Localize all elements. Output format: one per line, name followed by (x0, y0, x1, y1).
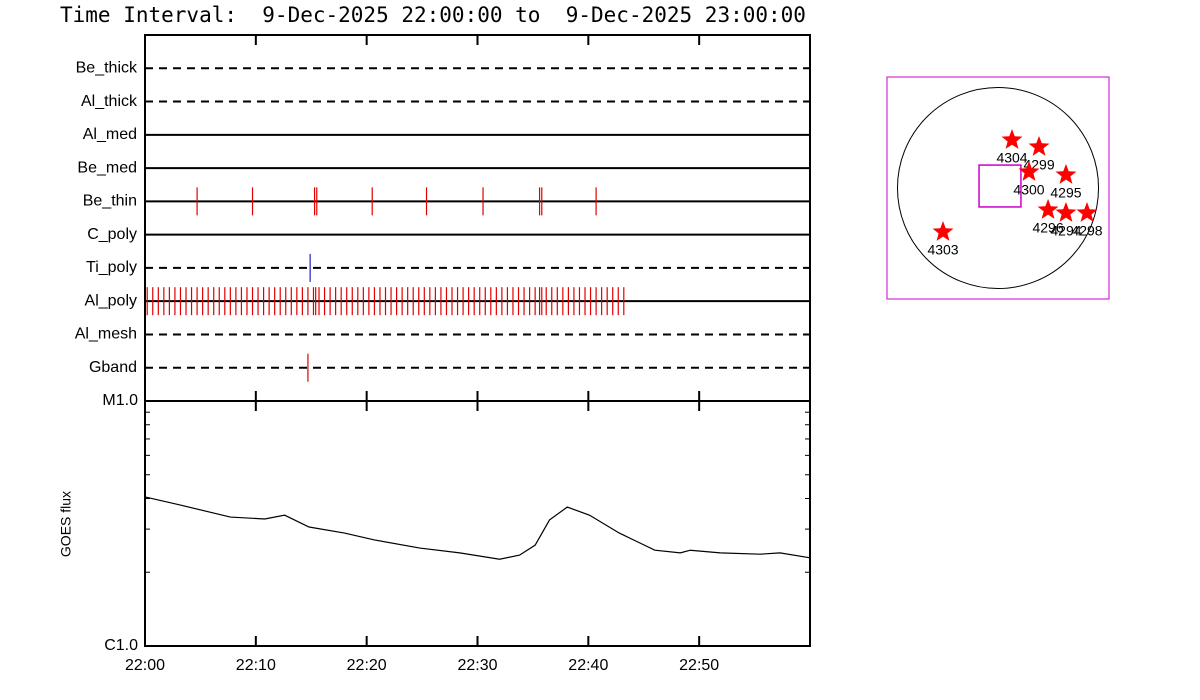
x-tick-label: 22:00 (125, 657, 165, 674)
region-label: 4298 (1071, 223, 1102, 239)
region-label: 4303 (927, 242, 958, 258)
row-label: Al_med (83, 126, 137, 143)
row-label: Be_thick (76, 59, 138, 76)
region-marker (1028, 136, 1050, 156)
region-marker (1018, 161, 1040, 181)
row-label: Be_med (77, 159, 137, 176)
field-of-view (978, 164, 1022, 208)
region-marker (1055, 164, 1077, 184)
y-tick-label: C1.0 (104, 637, 138, 654)
x-tick-label: 22:20 (347, 657, 387, 674)
solar-disk (896, 86, 1100, 290)
row-label: Be_thin (83, 193, 137, 210)
region-marker (932, 221, 954, 241)
x-tick-label: 22:10 (236, 657, 276, 674)
row-label: C_poly (87, 226, 137, 243)
region-marker (1001, 129, 1023, 149)
region-label: 4296 (1032, 220, 1063, 236)
region-marker (1055, 202, 1077, 222)
row-label: Al_mesh (75, 326, 137, 343)
row-label: Ti_poly (86, 259, 137, 276)
row-label: Al_thick (81, 93, 138, 110)
x-tick-label: 22:30 (457, 657, 497, 674)
y-axis-label: GOES flux (58, 491, 74, 557)
goes-curve (144, 496, 811, 560)
region-label: 4304 (996, 150, 1027, 166)
region-label: 4300 (1013, 182, 1044, 198)
map-frame (886, 76, 1110, 300)
region-label: 4294 (1050, 223, 1081, 239)
x-tick-label: 22:50 (679, 657, 719, 674)
x-tick-label: 22:40 (568, 657, 608, 674)
title: Time Interval: 9-Dec-2025 22:00:00 to 9-… (60, 3, 806, 27)
row-label: Gband (89, 359, 137, 376)
region-label: 4295 (1050, 185, 1081, 201)
y-tick-label: M1.0 (102, 392, 138, 409)
region-marker (1037, 199, 1059, 219)
row-label: Al_poly (85, 292, 137, 309)
region-marker (1076, 202, 1098, 222)
